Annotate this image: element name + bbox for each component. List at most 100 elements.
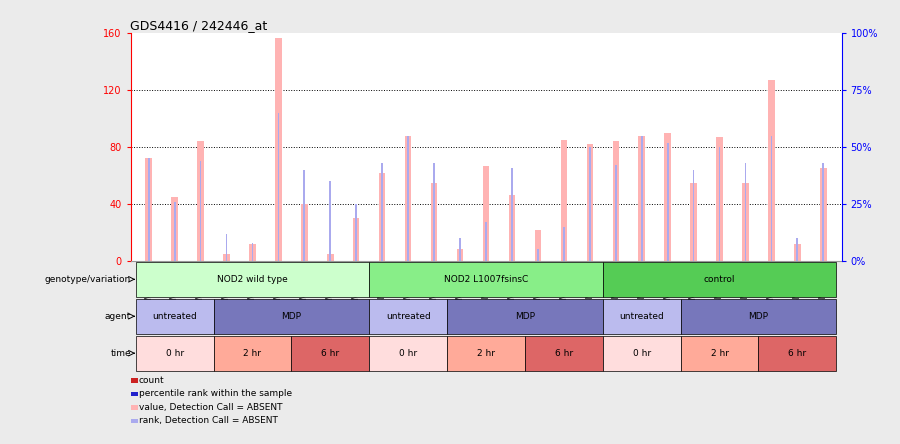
Bar (537, 250, 539, 261)
Text: 6 hr: 6 hr (321, 349, 339, 358)
Bar (292, 336, 369, 371)
Bar (433, 163, 435, 261)
Bar (407, 136, 410, 261)
Bar (213, 299, 369, 334)
Bar (603, 336, 680, 371)
Text: MDP: MDP (749, 312, 769, 321)
Text: 2 hr: 2 hr (477, 349, 495, 358)
Text: untreated: untreated (619, 312, 664, 321)
Text: 2 hr: 2 hr (244, 349, 262, 358)
Bar (303, 170, 305, 261)
Bar (482, 166, 490, 261)
Text: percentile rank within the sample: percentile rank within the sample (139, 389, 292, 398)
Bar (146, 159, 152, 261)
Bar (275, 38, 282, 261)
Bar (796, 238, 798, 261)
Bar (667, 143, 669, 261)
Bar (459, 238, 461, 261)
Bar (664, 133, 670, 261)
Bar (136, 336, 213, 371)
Bar (382, 163, 383, 261)
Bar (136, 299, 213, 334)
Bar (759, 336, 836, 371)
Bar (769, 80, 775, 261)
Bar (249, 244, 256, 261)
Bar (680, 299, 836, 334)
Bar (508, 195, 515, 261)
Bar (718, 147, 720, 261)
Bar (431, 182, 437, 261)
Text: count: count (139, 376, 165, 385)
Bar (329, 181, 331, 261)
Bar (369, 336, 447, 371)
Text: NOD2 L1007fsinsC: NOD2 L1007fsinsC (444, 275, 528, 284)
Bar (447, 299, 603, 334)
Bar (562, 227, 565, 261)
Bar (535, 230, 541, 261)
Bar (511, 167, 513, 261)
Bar (223, 254, 230, 261)
Bar (690, 182, 697, 261)
Bar (131, 378, 138, 383)
Bar (302, 204, 308, 261)
Bar (615, 165, 616, 261)
Text: 0 hr: 0 hr (399, 349, 418, 358)
Text: untreated: untreated (386, 312, 430, 321)
Bar (561, 140, 567, 261)
Bar (638, 136, 645, 261)
Bar (447, 336, 525, 371)
Text: 0 hr: 0 hr (633, 349, 651, 358)
Bar (770, 136, 772, 261)
Bar (693, 170, 695, 261)
Bar (587, 144, 593, 261)
Text: MDP: MDP (282, 312, 302, 321)
Bar (794, 244, 801, 261)
Bar (277, 113, 279, 261)
Bar (405, 136, 411, 261)
Bar (136, 262, 369, 297)
Text: 0 hr: 0 hr (166, 349, 184, 358)
Bar (174, 202, 176, 261)
Bar (823, 163, 824, 261)
Bar (131, 392, 138, 396)
Bar (327, 254, 334, 261)
Bar (680, 336, 759, 371)
Bar (252, 242, 254, 261)
Text: 2 hr: 2 hr (710, 349, 728, 358)
Bar (716, 137, 723, 261)
Text: GDS4416 / 242446_at: GDS4416 / 242446_at (130, 19, 268, 32)
Bar (744, 163, 746, 261)
Text: rank, Detection Call = ABSENT: rank, Detection Call = ABSENT (139, 416, 278, 425)
Bar (820, 168, 826, 261)
Bar (379, 173, 385, 261)
Bar (603, 299, 680, 334)
Bar (369, 262, 603, 297)
Bar (641, 136, 643, 261)
Bar (131, 405, 138, 410)
Bar (369, 299, 447, 334)
Bar (200, 161, 202, 261)
Bar (485, 222, 487, 261)
Text: value, Detection Call = ABSENT: value, Detection Call = ABSENT (139, 403, 283, 412)
Bar (197, 141, 203, 261)
Text: MDP: MDP (515, 312, 535, 321)
Text: untreated: untreated (152, 312, 197, 321)
Bar (589, 147, 590, 261)
Bar (613, 141, 619, 261)
Text: 6 hr: 6 hr (554, 349, 573, 358)
Bar (226, 234, 228, 261)
Text: time: time (111, 349, 131, 358)
Text: 6 hr: 6 hr (788, 349, 806, 358)
Bar (457, 250, 464, 261)
Bar (356, 204, 357, 261)
Bar (353, 218, 359, 261)
Bar (742, 182, 749, 261)
Text: agent: agent (104, 312, 131, 321)
Bar (171, 197, 178, 261)
Bar (603, 262, 836, 297)
Bar (148, 159, 149, 261)
Text: NOD2 wild type: NOD2 wild type (217, 275, 288, 284)
Bar (131, 419, 138, 423)
Text: genotype/variation: genotype/variation (45, 275, 131, 284)
Bar (525, 336, 603, 371)
